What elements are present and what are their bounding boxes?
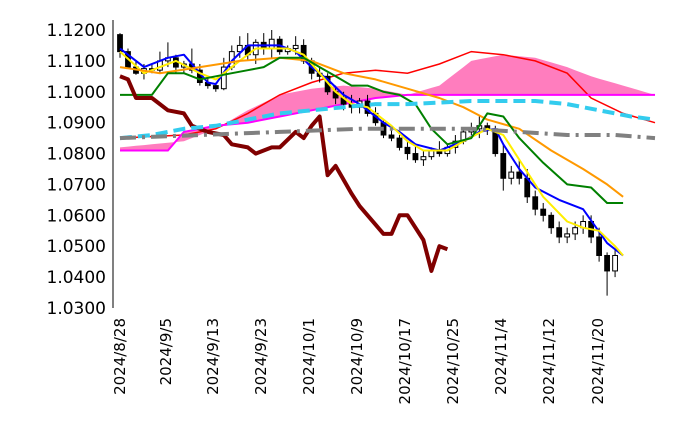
x-tick-label: 2024/10/17 bbox=[396, 318, 414, 404]
candle-body bbox=[388, 134, 395, 139]
candle-body bbox=[396, 137, 403, 148]
candle-body bbox=[236, 44, 243, 53]
x-tick-label: 2024/10/25 bbox=[444, 318, 462, 404]
candle-body bbox=[612, 254, 618, 272]
y-tick-label: 1.0700 bbox=[47, 175, 106, 195]
candle-body bbox=[516, 171, 523, 179]
indicator-line-6 bbox=[119, 126, 656, 141]
candle-body bbox=[508, 171, 515, 179]
indicator-line-4 bbox=[119, 74, 449, 273]
candle-body bbox=[500, 153, 507, 179]
candle-body bbox=[212, 85, 219, 90]
candle-body bbox=[220, 66, 227, 90]
candle-body bbox=[404, 146, 411, 155]
y-tick-label: 1.0900 bbox=[47, 114, 106, 134]
candle-body bbox=[572, 227, 579, 235]
y-tick-label: 1.1000 bbox=[47, 83, 106, 103]
y-axis: 1.1200 1.1100 1.1000 1.0900 1.0800 1.0700 1.06… bbox=[47, 21, 106, 319]
candle-body bbox=[548, 214, 555, 229]
candle-body bbox=[556, 227, 563, 238]
candle-body bbox=[532, 196, 539, 210]
candle-body bbox=[420, 156, 427, 161]
y-tick-label: 1.0800 bbox=[47, 145, 106, 165]
indicator-line-3 bbox=[120, 56, 624, 204]
x-tick-label: 2024/10/1 bbox=[300, 318, 318, 395]
candle-body bbox=[268, 38, 275, 50]
x-tick-label: 2024/11/12 bbox=[540, 318, 558, 404]
y-tick-label: 1.1200 bbox=[47, 21, 106, 41]
x-tick-label: 2024/8/28 bbox=[111, 318, 129, 395]
x-tick-label: 2024/9/13 bbox=[204, 318, 222, 395]
candle-body bbox=[564, 233, 571, 238]
indicator-line-5 bbox=[119, 99, 656, 141]
candle-body bbox=[596, 236, 603, 256]
x-tick-label: 2024/11/20 bbox=[589, 318, 607, 404]
x-tick-label: 2024/9/23 bbox=[252, 318, 270, 395]
x-axis: 2024/8/28 2024/9/5 2024/9/13 2024/9/23 2024/… bbox=[111, 318, 607, 404]
x-tick-label: 2024/10/9 bbox=[348, 318, 366, 395]
y-tick-label: 1.0600 bbox=[47, 206, 106, 226]
cloud-upper-line bbox=[119, 50, 656, 139]
candle-body bbox=[412, 153, 419, 161]
y-tick-label: 1.0500 bbox=[47, 237, 106, 257]
y-tick-label: 1.0400 bbox=[47, 268, 106, 288]
x-tick-label: 2024/11/4 bbox=[492, 318, 510, 395]
candle-body bbox=[604, 254, 610, 272]
indicator-line-2 bbox=[119, 56, 624, 198]
x-tick-label: 2024/9/5 bbox=[157, 318, 175, 385]
candle-body bbox=[292, 44, 299, 50]
y-tick-label: 1.0300 bbox=[47, 299, 106, 319]
y-tick-label: 1.1100 bbox=[47, 52, 106, 72]
candle-body bbox=[540, 208, 547, 216]
indicator-lines bbox=[119, 44, 656, 273]
cloud-fill bbox=[120, 54, 655, 151]
